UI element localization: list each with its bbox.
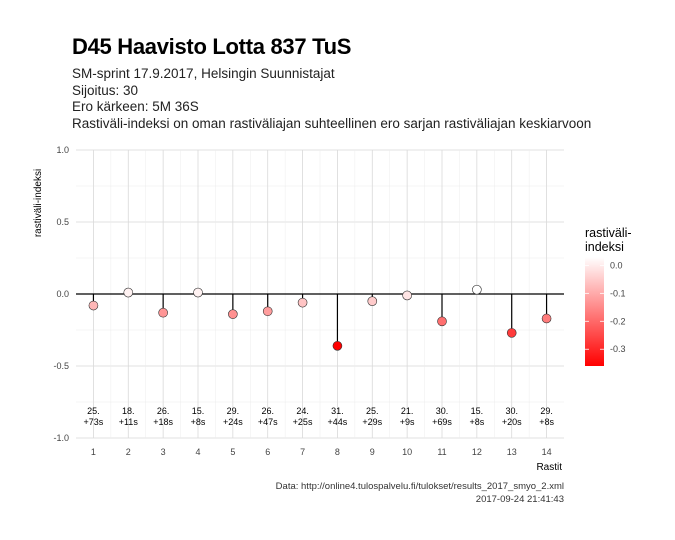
- rank-label: 15.: [471, 406, 484, 416]
- time-label: +69s: [432, 417, 452, 427]
- time-label: +24s: [223, 417, 243, 427]
- x-tick-label: 12: [472, 447, 482, 457]
- x-tick-label: 1: [91, 447, 96, 457]
- x-tick-label: 5: [230, 447, 235, 457]
- rank-label: 30.: [436, 406, 449, 416]
- data-point: [193, 287, 203, 298]
- legend-tick-label: 0.0: [610, 260, 623, 270]
- data-point: [472, 284, 482, 295]
- chart-subtitle: SM-sprint 17.9.2017, Helsingin Suunnista…: [72, 66, 591, 132]
- x-tick-label: 6: [265, 447, 270, 457]
- legend-colorbar: [585, 257, 604, 366]
- legend-tick-label: -0.1: [610, 288, 626, 298]
- time-label: +47s: [258, 417, 278, 427]
- time-label: +44s: [328, 417, 348, 427]
- data-point: [262, 306, 273, 317]
- rank-label: 18.: [122, 406, 135, 416]
- x-tick-labels: 1 2 3 4 5 6 7 8 9 10 11 12 13 14: [91, 447, 552, 457]
- time-label: +25s: [293, 417, 313, 427]
- rank-label: 31.: [331, 406, 344, 416]
- subtitle-line-description: Rastiväli-indeksi on oman rastiväliajan …: [72, 115, 592, 131]
- x-tick-label: 3: [161, 447, 166, 457]
- data-point: [402, 290, 412, 301]
- data-labels: 25.+73s18.+11s26.+18s15.+8s29.+24s26.+47…: [84, 406, 555, 427]
- data-point: [123, 287, 134, 298]
- time-label: +8s: [191, 417, 206, 427]
- legend-ticks: 0.0 -0.1 -0.2 -0.3: [585, 260, 626, 354]
- time-label: +8s: [539, 417, 554, 427]
- y-tick-label: 0.5: [56, 217, 69, 227]
- legend-title-line-2: indeksi: [585, 240, 624, 254]
- chart-caption: Data: http://online4.tulospalvelu.fi/tul…: [276, 480, 564, 506]
- rank-label: 29.: [227, 406, 240, 416]
- y-tick-label: 0.0: [56, 289, 69, 299]
- rank-label: 30.: [505, 406, 518, 416]
- time-label: +11s: [119, 417, 139, 427]
- time-label: +18s: [153, 417, 173, 427]
- x-tick-label: 8: [335, 447, 340, 457]
- x-axis-label: Rastit: [536, 462, 562, 473]
- legend-tick-label: -0.2: [610, 316, 626, 326]
- data-point: [367, 296, 378, 307]
- x-tick-label: 9: [370, 447, 375, 457]
- x-tick-label: 7: [300, 447, 305, 457]
- caption-timestamp: 2017-09-24 21:41:43: [475, 494, 564, 505]
- x-tick-label: 13: [507, 447, 517, 457]
- rank-label: 26.: [261, 406, 274, 416]
- data-point: [541, 313, 552, 324]
- subtitle-line-placement: Sijoitus: 30: [72, 82, 139, 98]
- x-tick-label: 2: [126, 447, 131, 457]
- y-tick-label: -1.0: [53, 433, 69, 443]
- rank-label: 29.: [540, 406, 553, 416]
- time-label: +73s: [84, 417, 104, 427]
- rank-label: 15.: [192, 406, 205, 416]
- data-point: [228, 309, 238, 319]
- rank-label: 25.: [87, 406, 100, 416]
- rank-label: 21.: [401, 406, 414, 416]
- subtitle-line-event: SM-sprint 17.9.2017, Helsingin Suunnista…: [72, 66, 335, 81]
- caption-source: Data: http://online4.tulospalvelu.fi/tul…: [275, 481, 564, 492]
- rank-label: 24.: [296, 406, 309, 416]
- chart-title: D45 Haavisto Lotta 837 TuS: [72, 34, 352, 59]
- data-point: [332, 341, 343, 351]
- time-label: +20s: [502, 417, 522, 427]
- color-legend: rastiväli- indeksi 0.0 -0.1 -0.2 -0.3: [585, 226, 632, 366]
- legend-tick-label: -0.3: [610, 344, 626, 354]
- x-tick-label: 10: [402, 447, 412, 457]
- x-tick-label: 14: [542, 447, 552, 457]
- y-tick-label: 1.0: [56, 145, 69, 155]
- y-tick-label: -0.5: [53, 361, 69, 371]
- legend-title-line-1: rastiväli-: [585, 226, 632, 240]
- data-points: [88, 284, 552, 351]
- rank-label: 25.: [366, 406, 379, 416]
- x-tick-label: 4: [195, 447, 200, 457]
- y-axis-label: rastiväli-indeksi: [33, 169, 44, 237]
- y-tick-labels: -1.0 -0.5 0.0 0.5 1.0: [53, 145, 69, 443]
- time-label: +9s: [400, 417, 415, 427]
- data-point: [437, 316, 447, 327]
- data-point: [88, 300, 99, 311]
- time-label: +29s: [362, 417, 382, 427]
- x-tick-label: 11: [437, 447, 446, 457]
- rank-label: 26.: [157, 406, 170, 416]
- data-point: [158, 307, 168, 318]
- time-label: +8s: [469, 417, 484, 427]
- subtitle-line-gap: Ero kärkeen: 5M 36S: [72, 99, 199, 114]
- data-point: [506, 328, 517, 338]
- data-point: [297, 297, 308, 308]
